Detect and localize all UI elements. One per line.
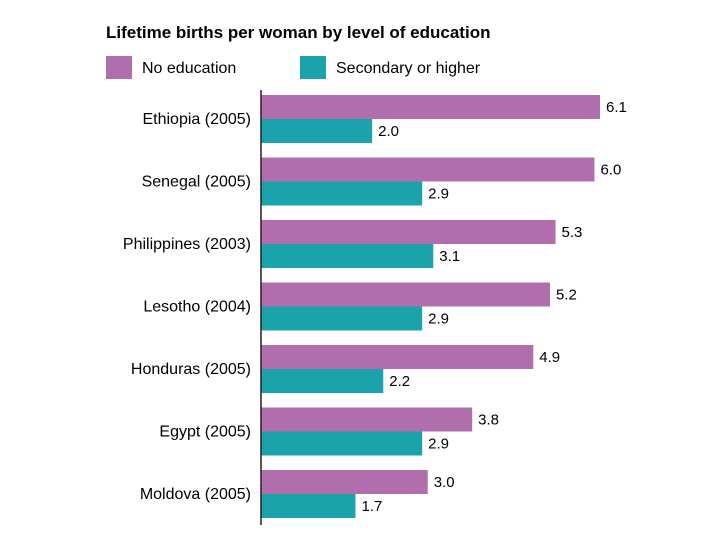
category-label-lesotho-2004: Lesotho (2004) bbox=[143, 299, 251, 316]
bar-no-education-egypt-2005 bbox=[261, 407, 473, 432]
bar-no-education-honduras-2005 bbox=[261, 345, 534, 369]
bar-no-education-lesotho-2004 bbox=[261, 282, 550, 307]
bar-secondary-or-higher-egypt-2005 bbox=[261, 431, 423, 456]
value-label-no-education-egypt-2005: 3.8 bbox=[478, 412, 499, 429]
value-label-no-education-moldova-2005: 3.0 bbox=[434, 474, 455, 491]
legend-label-no-education: No education bbox=[142, 60, 236, 77]
legend: No education Secondary or higher bbox=[106, 56, 481, 79]
category-label-egypt-2005: Egypt (2005) bbox=[159, 424, 251, 441]
value-label-no-education-honduras-2005: 4.9 bbox=[539, 349, 560, 366]
value-label-secondary-or-higher-egypt-2005: 2.9 bbox=[428, 436, 449, 453]
value-label-secondary-or-higher-honduras-2005: 2.2 bbox=[389, 373, 410, 390]
value-label-no-education-lesotho-2004: 5.2 bbox=[556, 287, 577, 304]
value-label-secondary-or-higher-lesotho-2004: 2.9 bbox=[428, 311, 449, 328]
value-label-no-education-ethiopia-2005: 6.1 bbox=[606, 99, 627, 116]
bar-no-education-philippines-2003 bbox=[261, 220, 556, 244]
bar-no-education-senegal-2005 bbox=[261, 157, 595, 182]
value-label-secondary-or-higher-ethiopia-2005: 2.0 bbox=[378, 123, 399, 140]
category-label-moldova-2005: Moldova (2005) bbox=[140, 486, 251, 503]
bar-no-education-ethiopia-2005 bbox=[261, 95, 600, 119]
plot-area: Ethiopia (2005) 6.1 2.0 Senegal (2005) 6.0 2.… bbox=[123, 95, 627, 518]
legend-swatch-no-education bbox=[106, 56, 132, 79]
value-label-secondary-or-higher-philippines-2003: 3.1 bbox=[439, 248, 460, 265]
value-label-secondary-or-higher-moldova-2005: 1.7 bbox=[361, 498, 382, 515]
bar-secondary-or-higher-philippines-2003 bbox=[261, 244, 434, 268]
legend-swatch-secondary-or-higher bbox=[300, 56, 326, 79]
chart-title: Lifetime births per woman by level of ed… bbox=[106, 23, 490, 42]
value-label-secondary-or-higher-senegal-2005: 2.9 bbox=[428, 186, 449, 203]
value-label-no-education-philippines-2003: 5.3 bbox=[562, 224, 583, 241]
bar-secondary-or-higher-lesotho-2004 bbox=[261, 306, 423, 331]
category-label-philippines-2003: Philippines (2003) bbox=[123, 236, 251, 253]
bar-secondary-or-higher-ethiopia-2005 bbox=[261, 119, 373, 143]
bar-secondary-or-higher-moldova-2005 bbox=[261, 494, 356, 518]
value-label-no-education-senegal-2005: 6.0 bbox=[600, 162, 621, 179]
bar-secondary-or-higher-honduras-2005 bbox=[261, 369, 384, 393]
category-label-ethiopia-2005: Ethiopia (2005) bbox=[142, 111, 251, 128]
legend-label-secondary-or-higher: Secondary or higher bbox=[336, 60, 481, 77]
category-label-honduras-2005: Honduras (2005) bbox=[131, 361, 251, 378]
bar-secondary-or-higher-senegal-2005 bbox=[261, 181, 423, 206]
bar-no-education-moldova-2005 bbox=[261, 470, 428, 494]
category-label-senegal-2005: Senegal (2005) bbox=[142, 174, 251, 191]
